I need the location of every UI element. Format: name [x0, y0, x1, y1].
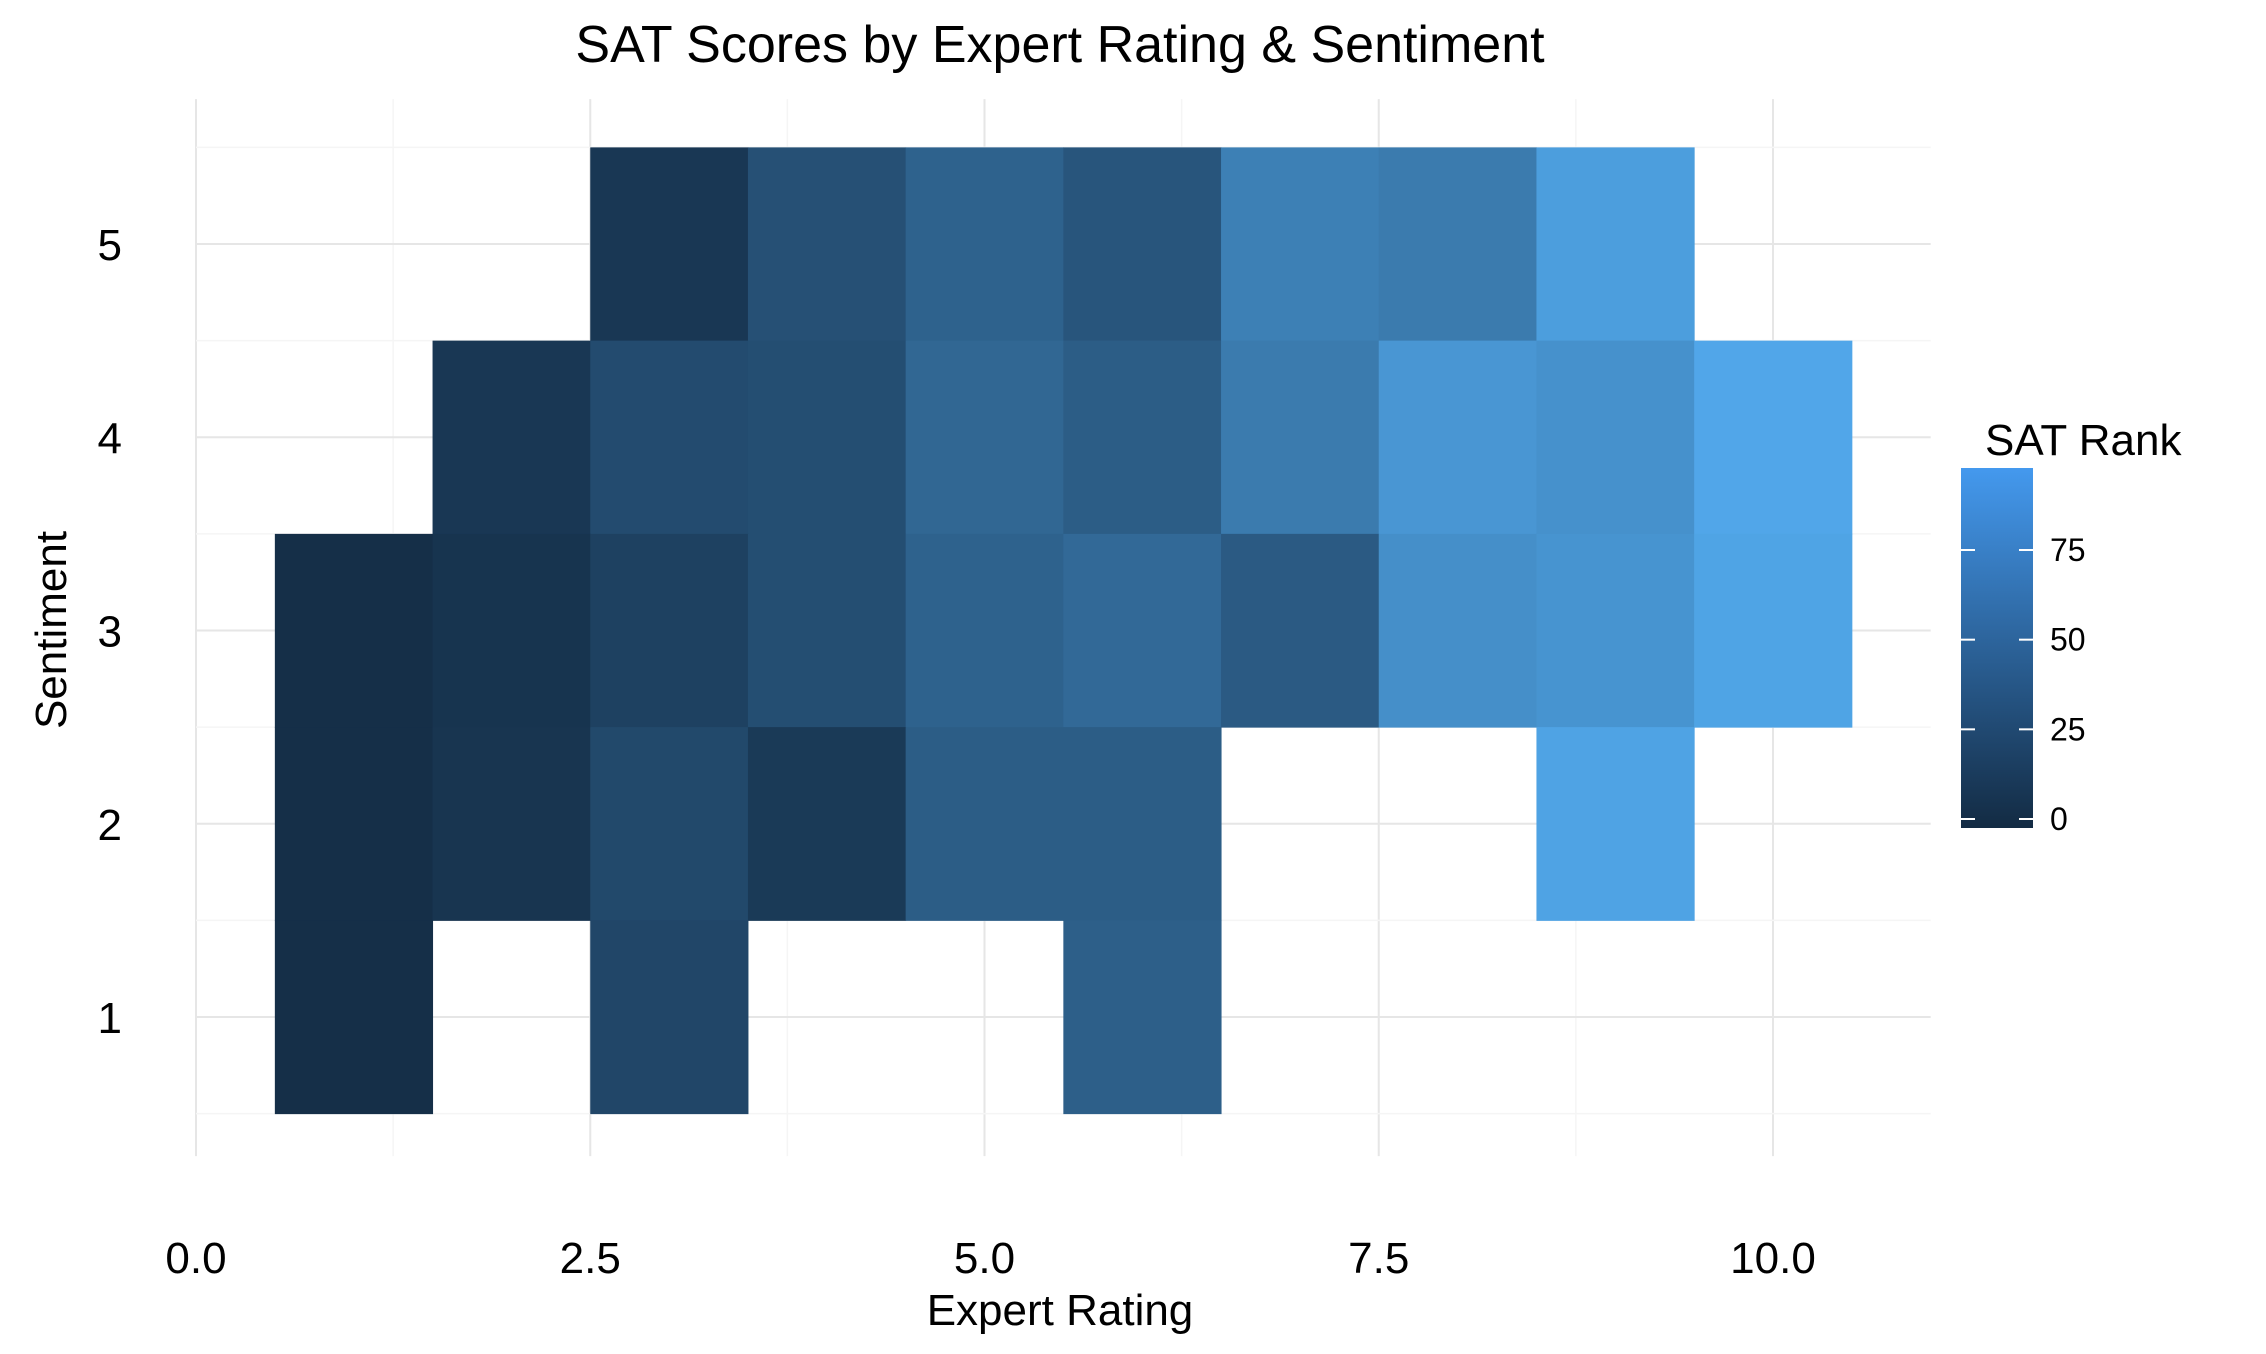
legend-tick-label: 50 [2050, 622, 2086, 658]
heatmap-cell [274, 533, 434, 728]
heatmap-cell [1063, 727, 1222, 921]
heatmap-cell [1063, 533, 1222, 728]
y-tick-label: 2 [98, 801, 122, 850]
heatmap-cell [432, 727, 591, 921]
heatmap-cell [1536, 340, 1695, 535]
heatmap-cell [432, 533, 591, 728]
heatmap-cell [590, 340, 749, 535]
heatmap-cell [1536, 533, 1695, 728]
heatmap-cell [1063, 920, 1222, 1115]
heatmap-cell [590, 920, 749, 1115]
heatmap-cell [747, 147, 907, 342]
heatmap-cell [1063, 340, 1222, 535]
y-tick-label: 1 [98, 994, 122, 1043]
x-axis-title: Expert Rating [927, 1286, 1194, 1335]
chart-title: SAT Scores by Expert Rating & Sentiment [575, 16, 1545, 74]
y-axis-ticks: 1 2 3 4 5 [98, 221, 122, 1043]
heatmap-cell [1378, 533, 1537, 728]
heatmap-cell [1221, 147, 1380, 342]
heatmap-cell [747, 340, 907, 535]
y-tick-label: 5 [98, 221, 122, 270]
x-tick-label: 0.0 [165, 1234, 226, 1283]
heatmap-cell [590, 727, 749, 921]
heatmap-cell [590, 147, 749, 342]
heatmap-cell [1378, 340, 1537, 535]
heatmap-cell [1221, 533, 1380, 728]
y-tick-label: 4 [98, 414, 122, 463]
legend-tick-label: 0 [2050, 801, 2068, 837]
heatmap-cell [1378, 147, 1537, 342]
heatmap-cell [1063, 147, 1222, 342]
heatmap-cell [747, 533, 907, 728]
heatmap-cell [905, 147, 1064, 342]
heatmap-cell [905, 340, 1064, 535]
legend-tick-label: 25 [2050, 711, 2086, 747]
colorbar [1961, 468, 2033, 828]
heatmap-cell [274, 727, 434, 921]
heatmap-cell [747, 727, 907, 921]
heatmap-cell [1536, 727, 1695, 921]
heatmap-cell [905, 533, 1064, 728]
heatmap-cell [1694, 533, 1853, 728]
legend-tick-label: 75 [2050, 532, 2086, 568]
heatmap-cell [274, 920, 434, 1115]
legend-title: SAT Rank [1985, 416, 2182, 465]
x-axis-ticks: 0.0 2.5 5.0 7.5 10.0 [165, 1234, 1815, 1283]
y-axis-title: Sentiment [27, 531, 76, 729]
heatmap-cell [590, 533, 749, 728]
heatmap-cell [905, 727, 1064, 921]
x-tick-label: 7.5 [1348, 1234, 1409, 1283]
legend: SAT Rank 0 25 50 75 [1961, 416, 2182, 837]
y-tick-label: 3 [98, 608, 122, 657]
cells [274, 147, 1853, 1115]
x-tick-label: 10.0 [1730, 1234, 1816, 1283]
heatmap-cell [432, 340, 591, 535]
x-tick-label: 2.5 [560, 1234, 621, 1283]
heatmap-cell [1536, 147, 1695, 342]
heatmap-cell [1221, 340, 1380, 535]
x-tick-label: 5.0 [954, 1234, 1015, 1283]
heatmap-cell [1694, 340, 1853, 535]
